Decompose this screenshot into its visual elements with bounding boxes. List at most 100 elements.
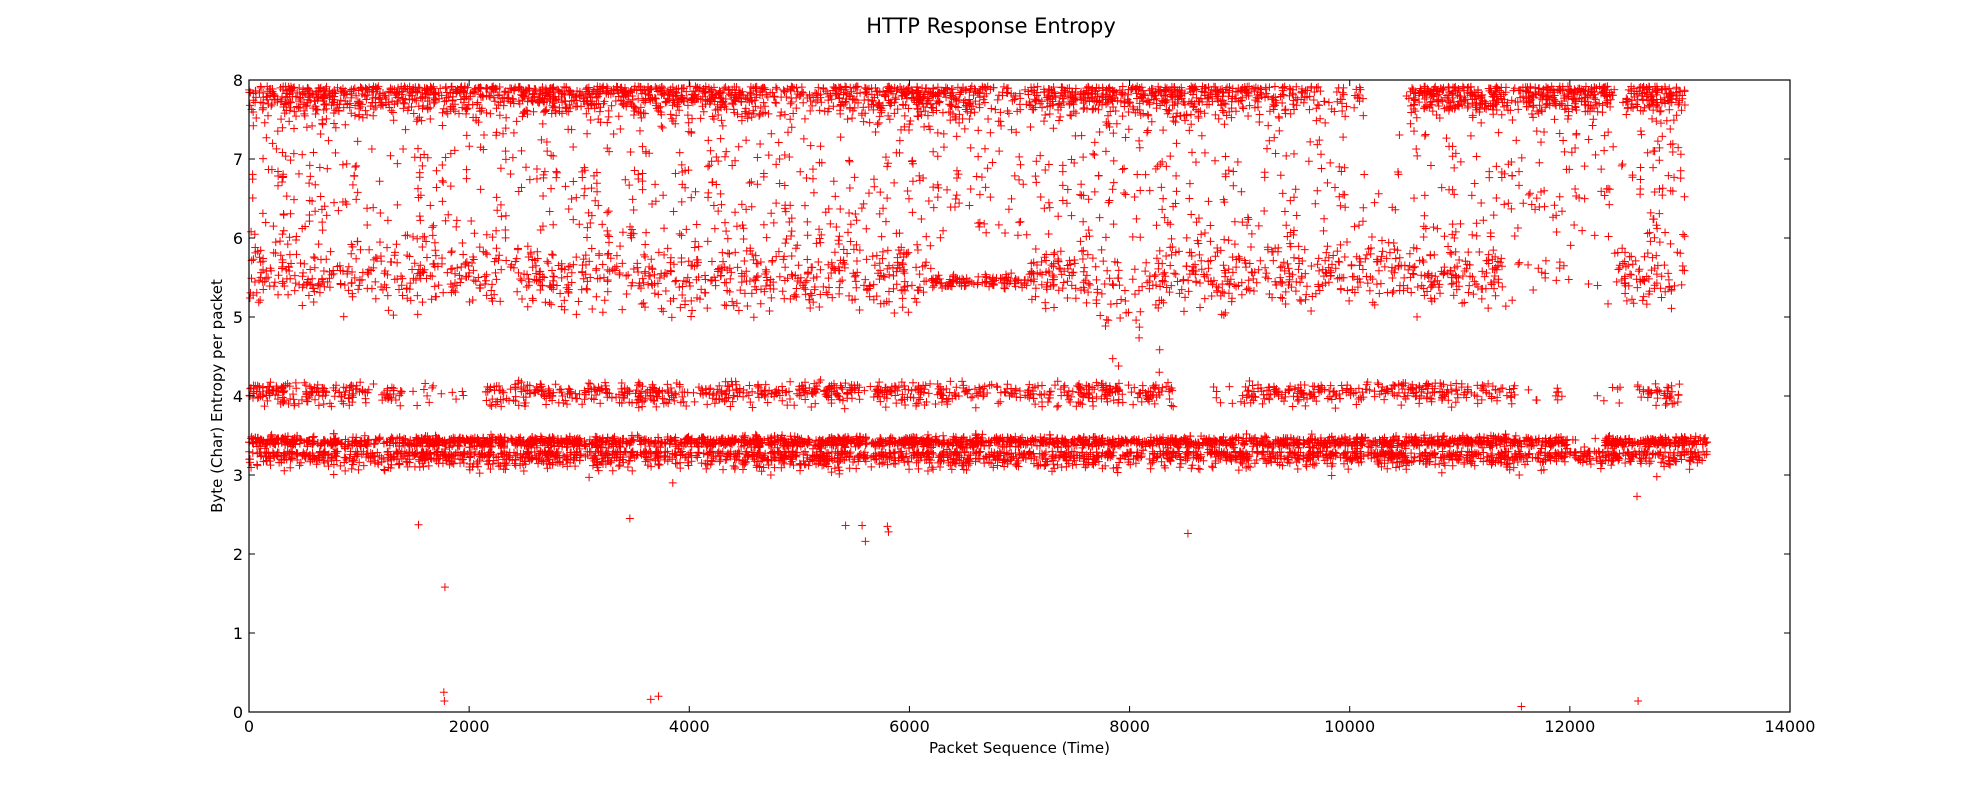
data-point xyxy=(781,263,790,272)
data-point xyxy=(293,88,302,97)
data-point xyxy=(1043,92,1052,101)
data-point xyxy=(1152,254,1161,263)
data-point xyxy=(537,135,546,144)
data-point xyxy=(399,145,408,154)
data-point xyxy=(1255,118,1264,127)
data-point xyxy=(557,273,566,282)
data-point xyxy=(1187,248,1196,257)
data-point xyxy=(501,155,510,164)
data-point xyxy=(1031,284,1040,293)
data-point xyxy=(1513,98,1522,107)
data-point xyxy=(711,106,720,115)
data-point xyxy=(413,291,422,300)
data-point xyxy=(688,306,697,315)
data-point xyxy=(264,111,273,120)
data-point xyxy=(1472,231,1481,240)
data-point xyxy=(492,244,501,253)
data-points xyxy=(245,82,1712,711)
data-point xyxy=(413,115,422,124)
data-point xyxy=(1219,311,1228,320)
data-point xyxy=(900,265,909,274)
data-point xyxy=(933,83,942,92)
data-point xyxy=(881,403,890,412)
data-point xyxy=(1158,205,1167,214)
data-point xyxy=(913,246,922,255)
data-point xyxy=(1591,150,1600,159)
data-point xyxy=(367,144,376,153)
data-point xyxy=(1097,289,1106,298)
data-point xyxy=(322,211,331,220)
data-point xyxy=(846,220,855,229)
data-point xyxy=(508,153,517,162)
data-point xyxy=(248,194,257,203)
data-point xyxy=(593,187,602,196)
data-point xyxy=(1492,82,1501,91)
data-point xyxy=(1335,192,1344,201)
data-point xyxy=(457,274,466,283)
data-point xyxy=(1290,253,1299,262)
data-point xyxy=(1130,265,1139,274)
data-point xyxy=(786,99,795,108)
data-point xyxy=(1374,189,1383,198)
data-point xyxy=(1200,294,1209,303)
data-point xyxy=(1090,138,1099,147)
data-point xyxy=(955,90,964,99)
data-point xyxy=(1095,128,1104,137)
data-point xyxy=(1041,298,1050,307)
data-point xyxy=(1168,243,1177,252)
data-point xyxy=(1067,211,1076,220)
data-point xyxy=(1444,242,1453,251)
data-point xyxy=(1464,248,1473,257)
data-point xyxy=(1339,90,1348,99)
data-point xyxy=(1185,179,1194,188)
data-point xyxy=(413,310,422,319)
data-point xyxy=(1233,158,1242,167)
data-point xyxy=(808,101,817,110)
data-point xyxy=(1535,158,1544,167)
data-point xyxy=(1166,152,1175,161)
data-point xyxy=(552,173,561,182)
data-point xyxy=(1108,185,1117,194)
data-point xyxy=(1207,292,1216,301)
data-point xyxy=(1195,250,1204,259)
data-point xyxy=(1128,232,1137,241)
data-point xyxy=(496,297,505,306)
data-point xyxy=(586,116,595,125)
data-point xyxy=(966,109,975,118)
data-point xyxy=(1262,269,1271,278)
data-point xyxy=(264,165,273,174)
data-point xyxy=(1177,285,1186,294)
data-point xyxy=(1394,261,1403,270)
data-point xyxy=(806,289,815,298)
data-point xyxy=(1666,239,1675,248)
data-point xyxy=(870,261,879,270)
data-point xyxy=(977,173,986,182)
data-point xyxy=(1395,131,1404,140)
data-point xyxy=(386,151,395,160)
data-point xyxy=(687,193,696,202)
data-point xyxy=(1324,98,1333,107)
data-point xyxy=(651,83,660,92)
data-point xyxy=(1081,96,1090,105)
data-point xyxy=(383,216,392,225)
data-point xyxy=(578,261,587,270)
data-point xyxy=(1330,183,1339,192)
data-point xyxy=(1358,265,1367,274)
data-point xyxy=(772,99,781,108)
data-point xyxy=(900,122,909,131)
data-point xyxy=(1421,130,1430,139)
data-point xyxy=(432,166,441,175)
data-point xyxy=(1510,231,1519,240)
data-point xyxy=(338,160,347,169)
data-point xyxy=(1291,185,1300,194)
data-point xyxy=(1496,258,1505,267)
data-point xyxy=(1514,260,1523,269)
data-point xyxy=(737,200,746,209)
data-point xyxy=(1662,116,1671,125)
data-point xyxy=(671,277,680,286)
data-point xyxy=(580,191,589,200)
data-point xyxy=(306,265,315,274)
data-point xyxy=(1413,312,1422,321)
data-point xyxy=(720,152,729,161)
data-point xyxy=(1491,291,1500,300)
